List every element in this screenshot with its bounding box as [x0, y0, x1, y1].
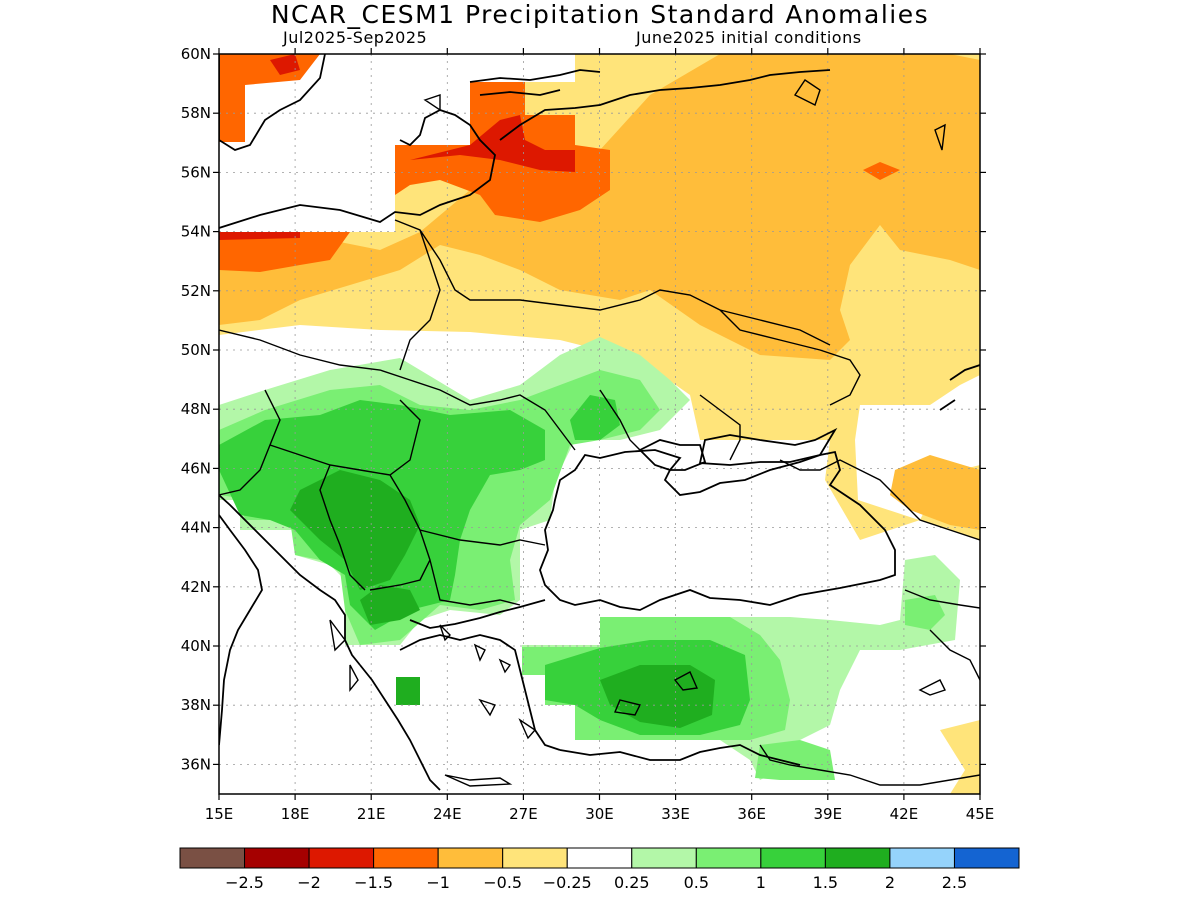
- lat-tick-label: 38N: [181, 696, 211, 714]
- colorbar-swatch: [889, 847, 955, 869]
- colorbar-swatch: [373, 847, 439, 869]
- dry-anomaly-severe-nw: [270, 54, 300, 75]
- wet-anomaly-anatolia-heavy: [600, 665, 715, 728]
- colorbar-swatch: [502, 847, 568, 869]
- lon-tick-label: 15E: [205, 805, 234, 823]
- wet-anomaly-strong-east: [570, 395, 620, 440]
- colorbar-swatch: [308, 847, 375, 869]
- lat-tick-label: 56N: [181, 163, 211, 181]
- colorbar-swatch: [953, 847, 1020, 869]
- colorbar-label: −0.25: [543, 873, 592, 892]
- valid-period-subtitle: Jul2025-Sep2025: [283, 28, 428, 47]
- azov-sea-coast: [698, 427, 838, 466]
- lon-tick-label: 45E: [966, 805, 995, 823]
- lon-tick-label: 24E: [433, 805, 462, 823]
- colorbar-label: 2: [885, 873, 895, 892]
- colorbar-label: 1.5: [813, 873, 838, 892]
- lat-tick-label: 44N: [181, 519, 211, 537]
- lat-tick-label: 60N: [181, 45, 211, 63]
- colorbar-label: −2.5: [225, 873, 264, 892]
- colorbar-swatch: [631, 847, 697, 869]
- lon-tick-label: 36E: [737, 805, 766, 823]
- wet-anomaly-heavy-greece: [396, 677, 420, 705]
- turkey-south-coast: [559, 744, 801, 766]
- dry-anomaly-severe: [219, 232, 300, 240]
- colorbar-swatch: [179, 847, 246, 869]
- colorbar-swatch: [437, 847, 504, 869]
- dry-anomaly-moderate-spot: [863, 162, 900, 180]
- lon-tick-label: 21E: [357, 805, 386, 823]
- gridlines: [219, 54, 980, 794]
- dry-anomaly-strong-nw: [219, 54, 320, 142]
- colorbar-label: −1: [426, 873, 450, 892]
- chart-title: NCAR_CESM1 Precipitation Standard Anomal…: [270, 0, 930, 29]
- dry-anomaly-moderate-se: [940, 720, 980, 794]
- scandinavia-coast: [219, 54, 326, 151]
- wet-anomaly-anatolia-moderate-se: [755, 740, 835, 780]
- dry-anomaly-moderate: [219, 54, 980, 360]
- black-sea-coast: [539, 449, 896, 611]
- lat-tick-label: 36N: [181, 755, 211, 773]
- lon-tick-label: 27E: [509, 805, 538, 823]
- baltic-coast: [219, 69, 831, 229]
- colorbar-label: 1: [756, 873, 766, 892]
- islands: [329, 79, 946, 787]
- lat-tick-label: 54N: [181, 223, 211, 241]
- lat-tick-label: 42N: [181, 578, 211, 596]
- initial-conditions-subtitle: June2025 initial conditions: [636, 28, 862, 47]
- colorbar-label: 2.5: [942, 873, 967, 892]
- lat-tick-label: 50N: [181, 341, 211, 359]
- axes: 60N 58N 56N 54N 52N 50N 48N 46N 44N 42N 40N 38N 36N 1…: [181, 45, 995, 823]
- dry-anomaly-strong: [219, 232, 350, 272]
- coastlines-borders: [219, 54, 980, 791]
- colorbar-swatch: [760, 847, 826, 869]
- colorbar-swatch: [566, 847, 633, 869]
- colorbar-swatch: [824, 847, 891, 869]
- colorbar-label: 0.25: [614, 873, 650, 892]
- dry-anomaly-severe-north: [410, 115, 575, 172]
- colorbar-swatch: [244, 847, 310, 869]
- lat-tick-label: 48N: [181, 400, 211, 418]
- country-borders: [219, 219, 980, 786]
- dry-anomaly-moderate-east: [890, 455, 980, 530]
- lon-tick-label: 30E: [585, 805, 614, 823]
- colorbar-swatch: [695, 847, 762, 869]
- wet-anomaly-heavy-south: [360, 585, 420, 625]
- caspian-edge: [939, 364, 980, 411]
- crimea: [638, 439, 707, 471]
- lon-tick-label: 33E: [661, 805, 690, 823]
- colorbar-label: −2: [297, 873, 321, 892]
- lon-tick-label: 42E: [890, 805, 919, 823]
- colorbar-label: −1.5: [354, 873, 393, 892]
- anomaly-fields: [219, 54, 980, 794]
- colorbar-label: −0.5: [483, 873, 522, 892]
- lat-tick-label: 46N: [181, 459, 211, 477]
- colorbar-label: 0.5: [684, 873, 709, 892]
- lat-tick-label: 52N: [181, 282, 211, 300]
- lat-tick-label: 58N: [181, 104, 211, 122]
- lon-tick-label: 18E: [281, 805, 310, 823]
- gulf-finland: [469, 69, 601, 96]
- colorbar: −2.5 −2 −1.5 −1 −0.5 −0.25 0.25 0.5 1 1.5 2 2.5: [179, 847, 1020, 892]
- lon-tick-label: 39E: [814, 805, 843, 823]
- lat-tick-label: 40N: [181, 637, 211, 655]
- wet-anomaly-anatolia-moderate-ne: [905, 595, 945, 630]
- wet-anomaly-heavy: [290, 470, 420, 590]
